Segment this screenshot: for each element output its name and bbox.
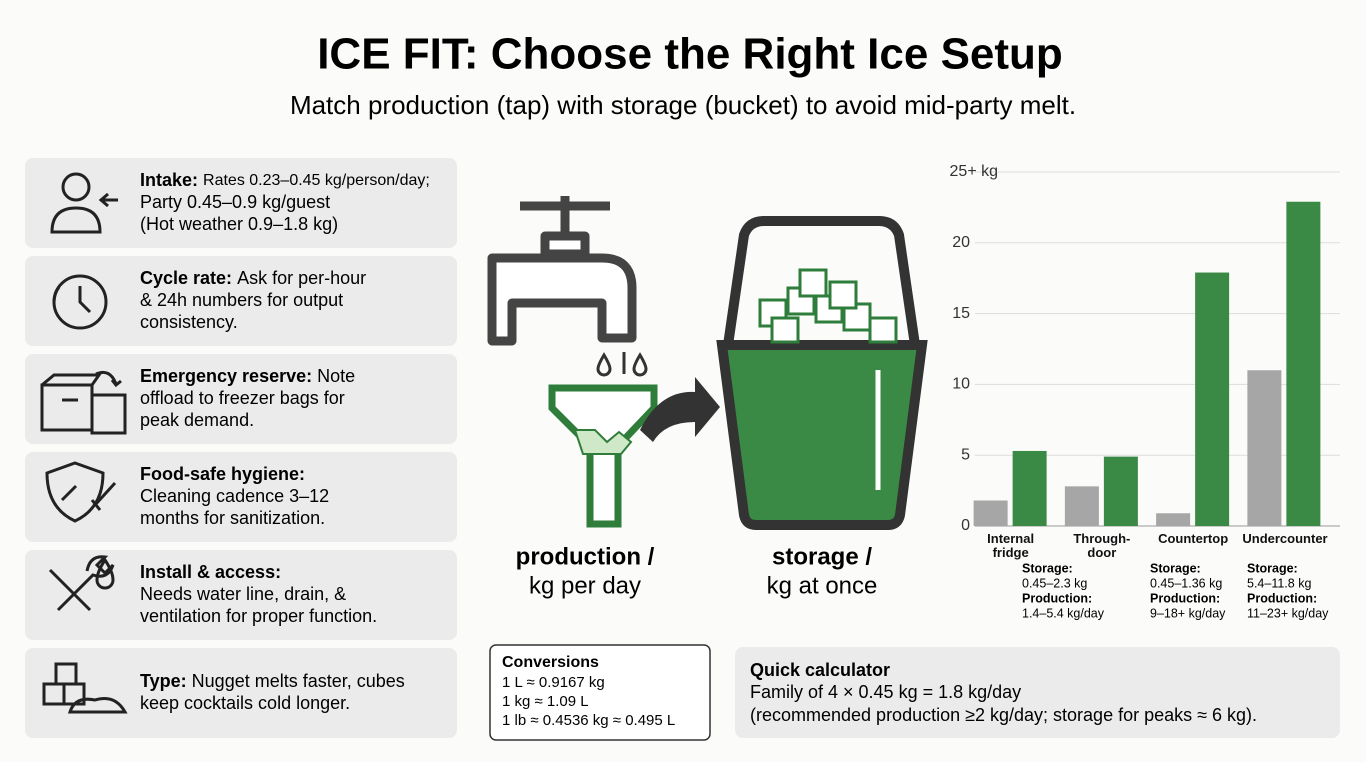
bar [1195,272,1230,526]
card-text: Food-safe hygiene: Cleaning cadence 3–12 m… [140,464,329,528]
annotation: 9–18+ kg/day [1150,606,1226,620]
card-text: Intake: Rates 0.23–0.45 kg/person/day; Par… [140,170,430,234]
illustration-label: production / [516,543,655,570]
faucet [487,196,637,346]
illustration-label: kg at once [767,572,878,599]
annotation: Production: [1150,591,1220,605]
annotation: Production: [1022,591,1092,605]
bar [1247,370,1282,526]
annotation: 11–23+ kg/day [1247,606,1329,620]
card-label: Cycle rate: [140,268,232,288]
card-text: Emergency reserve: Note offload to freezer… [140,366,355,430]
card-text: Type: Nugget melts faster, cubes keep cock… [140,671,405,713]
annotation: 5.4–11.8 kg [1247,576,1311,590]
annotation: Storage: [1022,561,1073,575]
card-line: peak demand. [140,410,254,430]
y-tick-label: 15 [952,305,970,322]
y-tick-label: 0 [961,517,970,534]
x-tick-label: Countertop [1158,531,1229,546]
card-line: Rates 0.23–0.45 kg/person/day; [203,172,430,189]
x-tick-label: Through-door [1073,531,1131,560]
conversions-title: Conversions [502,654,599,671]
card-line: keep cocktails cold longer. [140,693,350,713]
annotation: Production: [1247,591,1317,605]
card-line: Nugget melts faster, cubes [192,671,405,691]
illustration-label: kg per day [529,572,641,599]
card-line: Cleaning cadence 3–12 [140,486,329,506]
subtitle: Match production (tap) with storage (buc… [290,90,1076,120]
bucket-ice [758,268,898,344]
bar [1012,450,1047,526]
illustration-label: storage / [772,543,872,570]
conversions-box [489,644,711,741]
funnel-ice [573,429,633,455]
card-text: Install & access: Needs water line, drain… [140,562,377,626]
card-line: Needs water line, drain, & [140,584,346,604]
card-label: Intake: [140,170,198,190]
card-label: Install & access: [140,562,281,582]
card-line: & 24h numbers for output [140,290,343,310]
card-line: Party 0.45–0.9 kg/guest [140,192,330,212]
calculator-box [735,647,1340,738]
title: ICE FIT: Choose the Right Ice Setup [317,30,1063,79]
card-line: (Hot weather 0.9–1.8 kg) [140,214,338,234]
y-tick-label: 25+ kg [950,163,998,180]
icons [40,172,128,714]
conversion: 1 kg ≈ 1.09 L [502,693,589,710]
annotation: Storage: [1247,561,1298,575]
card [25,158,457,248]
card-line: consistency. [140,312,238,332]
drops [596,352,648,377]
y-tick-label: 20 [952,234,970,251]
annotation: 0.45–2.3 kg [1022,576,1087,590]
calculator-line: Family of 4 × 0.45 kg = 1.8 kg/day [750,682,1021,702]
bar [973,500,1008,526]
x-tick-label: Undercounter [1242,531,1328,546]
calculator-title: Quick calculator [750,660,890,680]
bucket-top [723,216,920,346]
x-tick-label: Internal fridge [987,531,1035,560]
card-label: Food-safe hygiene: [140,464,305,484]
annotation: 1.4–5.4 kg/day [1022,606,1105,620]
bar [1286,201,1321,526]
y-tick-label: 5 [961,446,970,463]
conversion: 1 lb ≈ 0.4536 kg ≈ 0.495 L [502,712,675,729]
card-line: offload to freezer bags for [140,388,345,408]
calculator-line: (recommended production ≥2 kg/day; stora… [750,705,1257,725]
card-line: Note [317,366,355,386]
card-label: Type: [140,671,187,691]
card [25,452,457,542]
bar [1064,486,1099,526]
y-tick-label: 10 [952,376,970,393]
card-label: Emergency reserve: [140,366,312,386]
card [25,256,457,346]
card-line: months for sanitization. [140,508,325,528]
card [25,354,457,444]
arrow [640,377,720,442]
bucket [716,340,928,530]
conversion: 1 L ≈ 0.9167 kg [502,674,605,691]
card [25,550,457,640]
card [25,648,457,738]
annotation: Storage: [1150,561,1201,575]
bar [1103,456,1138,526]
card-text: Cycle rate: Ask for per-hour & 24h numbers… [140,268,366,332]
annotation: 0.45–1.36 kg [1150,576,1222,590]
card-line: Ask for per-hour [237,268,366,288]
funnel [548,384,658,528]
card-line: ventilation for proper function. [140,606,377,626]
bar [1156,513,1191,526]
